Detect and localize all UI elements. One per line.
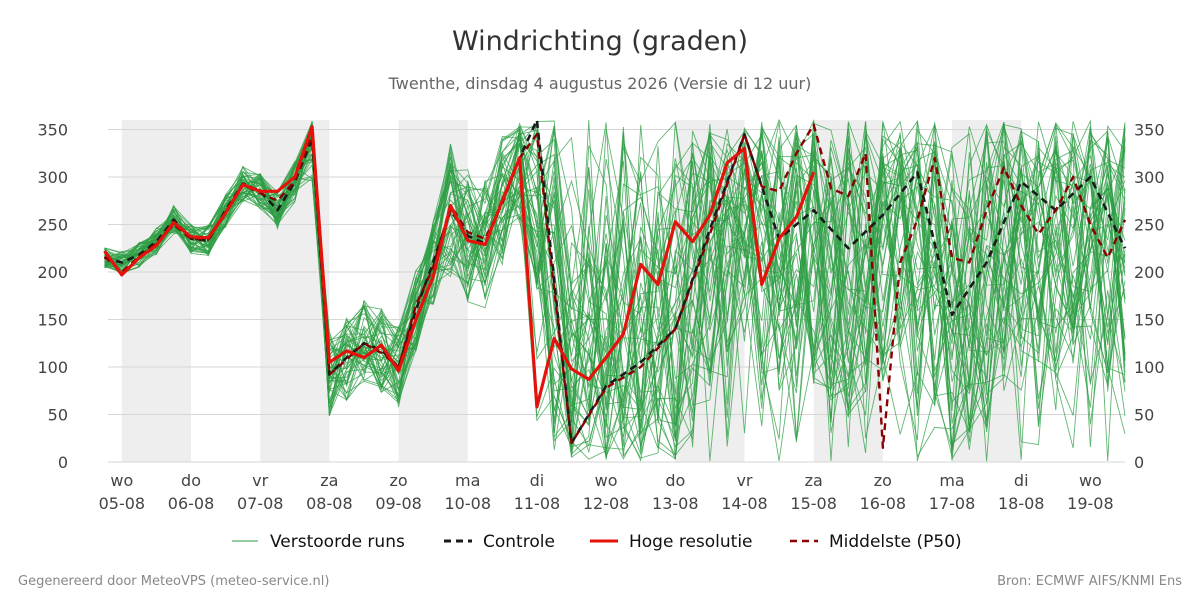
y-tick-right-150: 150: [1134, 311, 1165, 330]
legend-item-hoge-resolutie: Hoge resolutie: [590, 532, 753, 552]
x-tick-date-19-08: 19-08: [1067, 494, 1114, 513]
legend-item-controle: Controle: [444, 532, 555, 552]
y-tick-left-100: 100: [37, 358, 68, 377]
y-tick-left-200: 200: [37, 263, 68, 282]
y-tick-right-50: 50: [1134, 406, 1154, 425]
y-tick-right-250: 250: [1134, 216, 1165, 235]
x-tick-date-16-08: 16-08: [860, 494, 907, 513]
x-tick-date-09-08: 09-08: [375, 494, 422, 513]
y-tick-left-250: 250: [37, 216, 68, 235]
ensemble-member-45: [104, 122, 1126, 462]
x-tick-date-18-08: 18-08: [998, 494, 1045, 513]
chart-subtitle: Twenthe, dinsdag 4 augustus 2026 (Versie…: [388, 74, 812, 93]
y-tick-right-300: 300: [1134, 168, 1165, 187]
series-line-hoge-resolutie: [103, 125, 816, 409]
legend-label-hires: Hoge resolutie: [629, 532, 753, 552]
legend-label-median: Middelste (P50): [829, 532, 962, 552]
x-tick-day-07-08: vr: [252, 471, 268, 490]
legend-label-ensemble: Verstoorde runs: [270, 532, 405, 552]
legend: Verstoorde runs Controle Hoge resolutie …: [232, 532, 962, 552]
x-tick-day-06-08: do: [181, 471, 201, 490]
series-line-controle: [104, 118, 1127, 445]
x-tick-day-05-08: wo: [110, 471, 133, 490]
x-tick-date-17-08: 17-08: [929, 494, 976, 513]
x-tick-date-13-08: 13-08: [652, 494, 699, 513]
ensemble-member-32: [104, 121, 1126, 442]
shade-band-0: [121, 120, 192, 462]
x-tick-day-16-08: zo: [874, 471, 892, 490]
chart-title: Windrichting (graden): [452, 26, 748, 57]
y-tick-right-350: 350: [1134, 121, 1165, 140]
y-tick-left-300: 300: [37, 168, 68, 187]
series-line-middelste-p50: [103, 123, 1127, 449]
ensemble-member-49: [104, 121, 1126, 457]
main-series: [103, 118, 1127, 449]
footer-source: Bron: ECMWF AIFS/KNMI Ens: [997, 574, 1182, 589]
x-tick-day-11-08: di: [530, 471, 545, 490]
x-tick-day-08-08: za: [320, 471, 338, 490]
ensemble-member-50: [104, 121, 1126, 454]
x-tick-date-15-08: 15-08: [790, 494, 837, 513]
ensemble-member-39: [104, 120, 1126, 462]
x-tick-day-13-08: do: [665, 471, 685, 490]
x-tick-date-07-08: 07-08: [237, 494, 284, 513]
x-tick-day-19-08: wo: [1079, 471, 1102, 490]
y-tick-left-50: 50: [48, 406, 68, 425]
footer-generated-by: Gegenereerd door MeteoVPS (meteo-service…: [18, 574, 329, 589]
x-tick-day-17-08: ma: [939, 471, 964, 490]
y-tick-labels: 0 0 50 50 100 100 150 150 200 200 250 250 300 300 350 3…: [37, 121, 1164, 473]
legend-label-control: Controle: [483, 532, 555, 552]
ensemble-member-23: [104, 121, 1126, 439]
legend-item-middelste: Middelste (P50): [790, 532, 962, 552]
legend-item-verstoorde-runs: Verstoorde runs: [232, 532, 405, 552]
ensemble-member-41: [104, 120, 1126, 458]
y-tick-right-100: 100: [1134, 358, 1165, 377]
x-tick-labels: wo 05-08 do 06-08 vr 07-08 za 08-08 zo 09-08 ma 10-…: [99, 471, 1114, 513]
x-tick-date-05-08: 05-08: [99, 494, 146, 513]
y-tick-right-200: 200: [1134, 263, 1165, 282]
x-tick-date-06-08: 06-08: [168, 494, 215, 513]
ensemble-members: [104, 118, 1126, 462]
x-tick-day-14-08: vr: [736, 471, 752, 490]
x-tick-day-18-08: di: [1014, 471, 1029, 490]
x-tick-day-09-08: zo: [389, 471, 407, 490]
ensemble-member-42: [104, 121, 1126, 461]
x-tick-date-12-08: 12-08: [583, 494, 630, 513]
x-tick-day-15-08: za: [805, 471, 823, 490]
y-tick-right-0: 0: [1134, 453, 1144, 472]
x-tick-date-14-08: 14-08: [721, 494, 768, 513]
ensemble-member-46: [104, 119, 1126, 450]
x-tick-day-12-08: wo: [595, 471, 618, 490]
x-tick-date-10-08: 10-08: [445, 494, 492, 513]
y-tick-left-150: 150: [37, 311, 68, 330]
shade-band-1: [260, 120, 330, 462]
x-tick-date-08-08: 08-08: [306, 494, 353, 513]
ensemble-member-48: [104, 120, 1126, 458]
x-tick-date-11-08: 11-08: [514, 494, 561, 513]
x-tick-day-10-08: ma: [455, 471, 480, 490]
y-tick-left-350: 350: [37, 121, 68, 140]
y-tick-left-0: 0: [58, 453, 68, 472]
